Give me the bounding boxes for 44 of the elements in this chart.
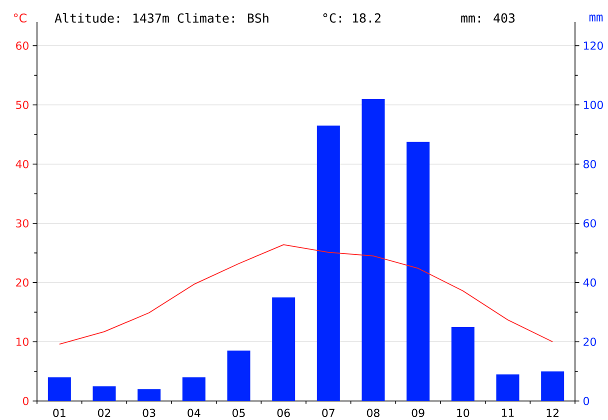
x-tick-label: 06 (277, 408, 290, 417)
x-tick-label: 01 (53, 408, 66, 417)
y-tick-label: 30 (16, 219, 28, 228)
y-tick-label: 0 (22, 396, 28, 405)
y2-tick-label: 80 (584, 160, 596, 168)
x-tick-label: 10 (457, 408, 470, 417)
x-tick-label: 12 (546, 408, 558, 417)
bar (182, 377, 206, 401)
bar (272, 297, 296, 401)
y2-tick-label: 40 (583, 278, 596, 287)
bar (541, 371, 564, 401)
y-tick-label: 20 (16, 278, 28, 287)
bar (451, 326, 474, 401)
y2-tick-label: 100 (584, 100, 603, 109)
y2-tick-label: 60 (584, 219, 596, 228)
bar (92, 386, 116, 401)
bar (362, 98, 385, 401)
annotation: mm: 403 (461, 13, 515, 23)
line-series (58, 244, 554, 344)
bar (406, 142, 430, 401)
x-tick-label: 09 (412, 408, 424, 417)
x-tick-label: 07 (322, 408, 334, 417)
x-tick-label: 03 (142, 408, 156, 417)
bar (227, 350, 250, 401)
y2-axis-title: mm (589, 14, 603, 22)
x-tick-label: 02 (98, 408, 110, 417)
y-tick-label: 10 (16, 337, 28, 346)
annotation: Altitude: 1437m Climate: BSh (54, 12, 268, 23)
y-tick-label: 40 (16, 160, 28, 168)
y2-tick-label: 0 (583, 396, 590, 405)
x-tick-label: 08 (367, 408, 380, 417)
annotation: °C: 18.2 (323, 13, 380, 23)
x-tick-label: 11 (502, 408, 514, 417)
x-tick-label: 05 (232, 408, 245, 417)
bar (48, 377, 71, 401)
y2-tick-label: 120 (584, 41, 603, 50)
bar (316, 125, 340, 401)
y-tick-label: 50 (16, 100, 28, 109)
bar (138, 388, 161, 401)
y2-tick-label: 20 (584, 337, 596, 346)
y-tick-label: 60 (16, 41, 28, 50)
bar (496, 374, 520, 401)
x-tick-label: 04 (188, 408, 200, 417)
y-axis-title: °C (14, 13, 27, 22)
